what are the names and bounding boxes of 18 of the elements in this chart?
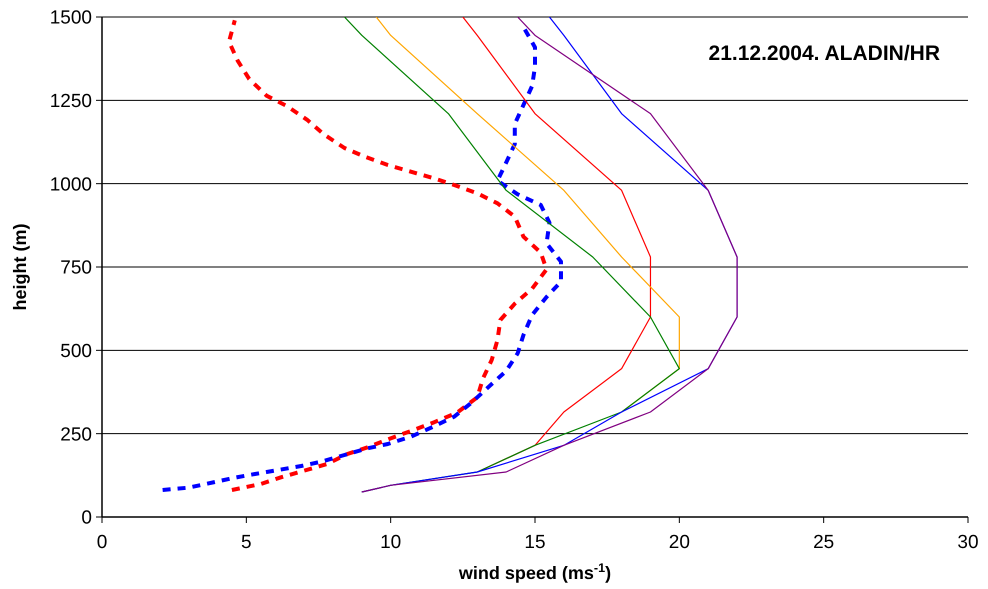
text: 21.12.2004. ALADIN/HR — [708, 42, 940, 65]
x-tick-label: 15 — [524, 532, 546, 553]
x-tick-label: 20 — [668, 532, 690, 553]
y-tick-label: 1000 — [50, 174, 92, 196]
x-tick-label: 5 — [241, 532, 252, 553]
y-tick-label: 250 — [60, 424, 92, 446]
y-tick-label: 0 — [81, 508, 92, 529]
y-tick-label: 1500 — [50, 8, 92, 29]
x-tick-label: 10 — [380, 532, 402, 553]
y-tick-label: 1250 — [50, 90, 92, 112]
x-tick-label: 25 — [813, 532, 834, 553]
line-series — [227, 18, 549, 492]
y-tick-label: 750 — [60, 258, 92, 279]
y-axis-title: height (m) — [10, 224, 30, 310]
x-tick-label: 30 — [957, 532, 979, 553]
x-tick-label: 0 — [96, 532, 108, 553]
x-axis-title: wind speed (ms$^{-1}$) — [458, 561, 612, 583]
y-tick-label: 500 — [60, 340, 92, 362]
